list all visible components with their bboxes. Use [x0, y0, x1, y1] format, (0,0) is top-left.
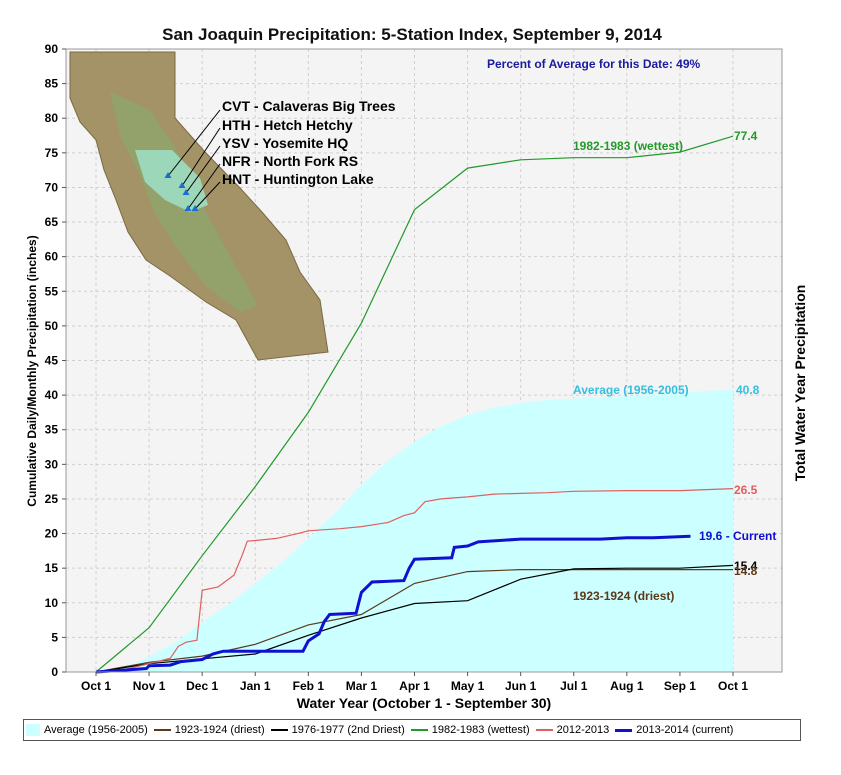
chart-legend: Average (1956-2005) 1923-1924 (driest) 197…: [23, 719, 801, 741]
x-tick-label: May 1: [451, 679, 485, 693]
station-pointer-line: [194, 181, 221, 210]
y-axis: 0 5 10 15 20 25 30 35 40 45 50 55 60 65 70 75 80 85 90: [45, 42, 66, 679]
end-label-wettest: 77.4: [734, 129, 758, 143]
legend-swatch: [26, 724, 40, 736]
end-label-driest: 14.8: [734, 564, 758, 578]
x-tick-label: Nov 1: [133, 679, 166, 693]
y-tick-label: 80: [45, 111, 59, 125]
y-tick-label: 55: [45, 284, 59, 298]
station-label-hth: HTH - Hetch Hetchy: [222, 117, 353, 133]
legend-item: 1923-1924 (driest): [153, 724, 265, 736]
legend-label: 1982-1983 (wettest): [431, 724, 530, 736]
legend-item: 1982-1983 (wettest): [410, 724, 530, 736]
x-tick-label: Aug 1: [610, 679, 644, 693]
end-label-2012-2013: 26.5: [734, 483, 758, 497]
california-station-map: [69, 51, 329, 361]
station-marker-icon: [178, 182, 186, 188]
y-tick-label: 30: [45, 457, 59, 471]
x-tick-label: Apr 1: [399, 679, 430, 693]
legend-item: 2012-2013: [535, 724, 610, 736]
station-markers: [164, 109, 221, 211]
y-tick-label: 0: [51, 665, 58, 679]
legend-item: 1976-1977 (2nd Driest): [270, 724, 405, 736]
x-tick-label: Feb 1: [293, 679, 325, 693]
end-label-2nd-driest: 15.4: [734, 559, 758, 573]
series-line-1923-1924: [95, 568, 733, 673]
x-tick-label: Jul 1: [560, 679, 588, 693]
series-line-2012-2013: [95, 488, 734, 673]
station-pointer-line: [187, 163, 221, 210]
y-tick-label: 70: [45, 180, 59, 194]
y-tick-label: 5: [51, 630, 58, 644]
series-lines: [95, 135, 734, 674]
x-tick-label: Oct 1: [718, 679, 748, 693]
station-label-nfr: NFR - North Fork RS: [222, 153, 358, 169]
x-tick-label: Jun 1: [505, 679, 537, 693]
y-tick-label: 20: [45, 527, 59, 541]
end-label-average: 40.8: [736, 383, 760, 397]
legend-swatch: [535, 729, 553, 731]
legend-swatch: [153, 729, 171, 731]
average-area: [96, 389, 733, 672]
y-axis-label: Cumulative Daily/Monthly Precipitation (…: [25, 235, 39, 506]
y-axis-label-right: Total Water Year Precipitation: [792, 285, 808, 482]
y-tick-label: 10: [45, 596, 59, 610]
y-tick-label: 40: [45, 388, 59, 402]
legend-swatch: [410, 729, 428, 731]
y-tick-label: 60: [45, 250, 59, 264]
legend-item: 2013-2014 (current): [615, 724, 733, 736]
station-marker-icon: [182, 189, 190, 195]
legend-swatch: [615, 728, 633, 732]
y-tick-label: 65: [45, 215, 59, 229]
y-tick-label: 25: [45, 492, 59, 506]
legend-label: 1976-1977 (2nd Driest): [291, 724, 405, 736]
x-tick-label: Oct 1: [81, 679, 111, 693]
legend-label: Average (1956-2005): [44, 724, 148, 736]
station-marker-icon: [184, 205, 192, 211]
station-labels: CVT - Calaveras Big Trees HTH - Hetch He…: [222, 98, 396, 187]
y-tick-label: 90: [45, 42, 59, 56]
station-pointer-line: [181, 127, 221, 187]
annotation-average: Average (1956-2005): [573, 383, 689, 397]
station-pointer-line: [167, 109, 221, 177]
station-marker-icon: [164, 172, 172, 178]
y-tick-label: 45: [45, 354, 59, 368]
percent-of-average-note: Percent of Average for this Date: 49%: [487, 57, 701, 71]
annotation-driest: 1923-1924 (driest): [573, 589, 674, 603]
legend-label: 2012-2013: [556, 724, 610, 736]
x-tick-label: Mar 1: [346, 679, 378, 693]
station-pointer-line: [185, 145, 221, 194]
series-area-average: [96, 389, 733, 672]
y-tick-label: 85: [45, 77, 59, 91]
chart-title: San Joaquin Precipitation: 5-Station Ind…: [162, 25, 662, 44]
x-tick-label: Jan 1: [240, 679, 271, 693]
x-axis: Oct 1 Nov 1 Dec 1 Jan 1 Feb 1 Mar 1 Apr 1 May 1…: [81, 672, 748, 693]
annotation-wettest: 1982-1983 (wettest): [573, 139, 683, 153]
station-label-ysv: YSV - Yosemite HQ: [222, 135, 348, 151]
x-tick-label: Dec 1: [186, 679, 218, 693]
y-tick-label: 50: [45, 319, 59, 333]
legend-label: 1923-1924 (driest): [174, 724, 265, 736]
y-tick-label: 15: [45, 561, 59, 575]
legend-label: 2013-2014 (current): [636, 724, 734, 736]
x-axis-label: Water Year (October 1 - September 30): [297, 695, 551, 711]
y-tick-label: 75: [45, 146, 59, 160]
legend-swatch: [270, 729, 288, 731]
y-tick-label: 35: [45, 423, 59, 437]
station-label-cvt: CVT - Calaveras Big Trees: [222, 98, 396, 114]
series-line-2013-2014: [95, 534, 691, 674]
x-tick-label: Sep 1: [664, 679, 696, 693]
watershed-region-shape: [135, 150, 208, 212]
station-marker-icon: [191, 205, 199, 211]
series-line-1982-1983: [95, 135, 734, 673]
station-label-hnt: HNT - Huntington Lake: [222, 171, 374, 187]
legend-item: Average (1956-2005): [26, 724, 148, 736]
end-label-current: 19.6 - Current: [699, 529, 776, 543]
